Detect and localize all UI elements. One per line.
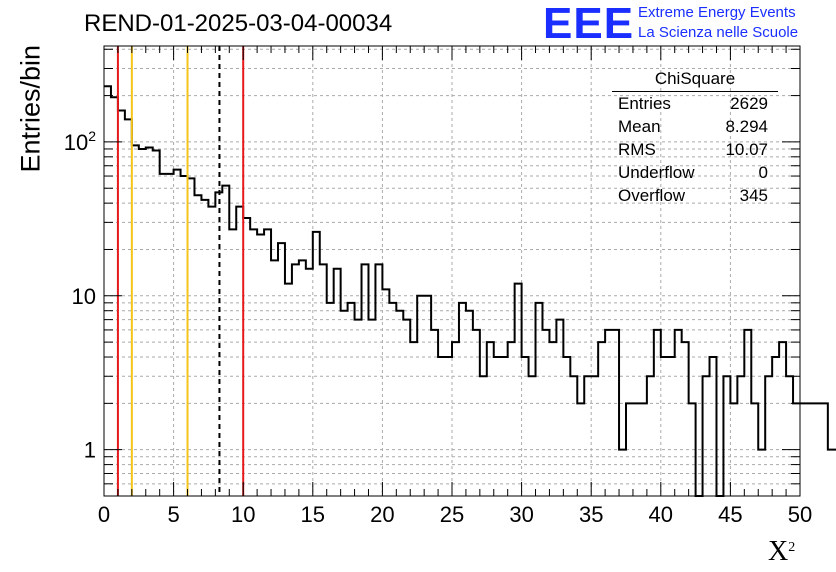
y-tick-label: 102 [64,128,96,155]
stats-value: 10.07 [725,140,768,159]
stats-row-mean: Mean 8.294 [618,117,768,139]
x-tick-label: 15 [301,502,325,527]
x-axis-label-superscript: 2 [788,540,796,555]
chart-title: REND-01-2025-03-04-00034 [84,10,393,37]
y-tick-label: 10 [72,284,96,309]
stats-label: RMS [618,140,656,159]
stats-value: 345 [739,186,768,205]
stats-box: ChiSquare Entries 2629 Mean 8.294 RMS 10… [610,67,780,207]
x-tick-label: 25 [440,502,464,527]
x-tick-label: 45 [718,502,742,527]
stats-row-underflow: Underflow 0 [618,163,768,185]
stats-value: 2629 [730,94,768,113]
stats-row-entries: Entries 2629 [618,94,768,116]
x-tick-label: 30 [509,502,533,527]
stats-value: 0 [758,163,768,182]
eee-logo: EEE [543,0,635,48]
stats-label: Overflow [618,186,686,205]
x-tick-label: 10 [231,502,255,527]
stats-label: Mean [618,117,661,136]
x-tick-label: 5 [167,502,179,527]
stats-title: ChiSquare [654,69,736,88]
stats-label: Entries [618,94,671,113]
stats-row-overflow: Overflow 345 [618,186,768,208]
y-axis-label: Entries/bin [15,44,46,173]
stats-row-rms: RMS 10.07 [618,140,768,162]
x-tick-label: 40 [649,502,673,527]
y-tick-label: 1 [84,438,96,463]
x-tick-label: 20 [370,502,394,527]
x-axis-label: X2 [768,536,795,568]
histogram-bins [104,85,836,497]
x-axis-label-text: X [768,536,789,567]
logo-line-2: La Scienza nelle Scuole [638,24,799,41]
logo-line-1: Extreme Energy Events [638,4,796,21]
x-tick-label: 50 [788,502,812,527]
stats-label: Underflow [618,163,695,182]
stats-divider [612,91,778,92]
x-tick-label: 35 [579,502,603,527]
x-tick-label: 0 [98,502,110,527]
stats-value: 8.294 [725,117,768,136]
